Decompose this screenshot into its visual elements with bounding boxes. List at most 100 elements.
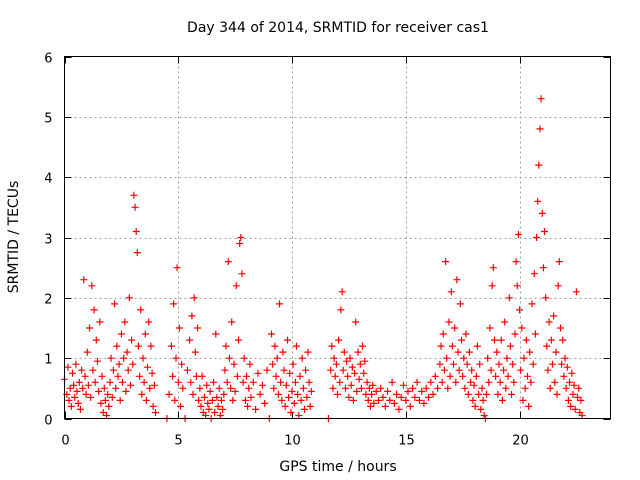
data-point [337, 306, 345, 314]
data-point [132, 228, 140, 235]
data-point [365, 384, 373, 392]
data-point [453, 276, 461, 284]
data-point [288, 387, 296, 395]
data-point [299, 384, 307, 392]
data-point [418, 387, 426, 395]
data-point [446, 372, 454, 380]
data-point [125, 294, 133, 302]
data-point [72, 360, 80, 368]
data-point [216, 412, 224, 419]
data-point [177, 402, 184, 410]
data-point [109, 366, 117, 374]
data-point [305, 378, 313, 386]
data-point [550, 312, 558, 320]
data-point [455, 366, 463, 374]
data-point [287, 409, 295, 416]
data-point [460, 354, 468, 362]
data-point [139, 354, 147, 362]
data-point [355, 375, 363, 383]
data-point [145, 318, 153, 326]
data-point [356, 360, 364, 368]
data-point [218, 396, 225, 404]
data-point [133, 249, 141, 257]
data-point [332, 360, 340, 368]
data-point [442, 258, 450, 266]
data-point [119, 378, 126, 386]
data-point [484, 354, 492, 362]
data-point [228, 318, 236, 326]
data-point [343, 357, 351, 365]
y-axis-title: SRMTID / TECUs [6, 181, 22, 294]
data-point [239, 378, 247, 386]
data-point [513, 282, 521, 290]
data-point [98, 372, 106, 380]
data-point [116, 396, 124, 404]
data-point [400, 381, 407, 389]
data-point [74, 399, 82, 407]
data-point [69, 369, 76, 377]
data-point [436, 360, 444, 368]
y-tick-label: 0 [44, 414, 52, 429]
data-point [202, 412, 210, 419]
data-point [280, 366, 288, 374]
data-point [489, 264, 497, 272]
y-tick-label: 3 [44, 233, 52, 248]
data-point [128, 336, 136, 344]
data-point [485, 378, 493, 386]
data-point [476, 360, 484, 368]
data-point [386, 396, 394, 404]
data-point [88, 282, 96, 290]
data-point [560, 372, 568, 380]
data-point [169, 372, 177, 380]
x-tick-label: 5 [174, 434, 182, 449]
data-point [146, 384, 154, 392]
data-point [509, 360, 517, 368]
data-point [494, 390, 502, 398]
data-point [171, 396, 179, 404]
axis-tick-labels: 0 5 10 15 20 0 1 2 3 4 5 6 [44, 52, 529, 449]
data-point [578, 412, 586, 419]
data-point [480, 412, 488, 419]
data-point [472, 372, 480, 380]
data-point [225, 354, 233, 362]
data-point [150, 381, 158, 389]
data-point [142, 396, 150, 404]
data-point [108, 393, 116, 401]
data-point [165, 390, 173, 398]
data-point [223, 378, 231, 386]
data-point [372, 387, 380, 395]
data-point [529, 360, 537, 368]
data-point [452, 378, 460, 386]
data-point [554, 282, 562, 290]
data-point [354, 348, 362, 356]
data-point [502, 384, 510, 392]
data-point [427, 378, 435, 386]
data-point [397, 393, 405, 401]
data-point [131, 203, 139, 211]
data-point [546, 384, 554, 392]
grid-lines [64, 56, 611, 419]
data-point [252, 405, 260, 413]
data-point [210, 378, 217, 386]
data-point [268, 330, 275, 338]
data-point [76, 405, 84, 413]
data-point [567, 402, 575, 410]
data-point [244, 402, 252, 410]
data-point [334, 390, 341, 398]
y-tick-label: 4 [44, 172, 52, 187]
data-point [211, 409, 219, 416]
data-point [469, 396, 477, 404]
data-point [301, 405, 308, 413]
data-point [510, 378, 518, 386]
data-point [561, 354, 569, 362]
data-point [189, 390, 197, 398]
data-point [204, 399, 212, 407]
data-point [277, 378, 285, 386]
data-point [357, 384, 365, 392]
data-point [230, 360, 238, 368]
data-point [188, 312, 196, 320]
data-point [99, 409, 107, 416]
data-point [429, 390, 437, 398]
